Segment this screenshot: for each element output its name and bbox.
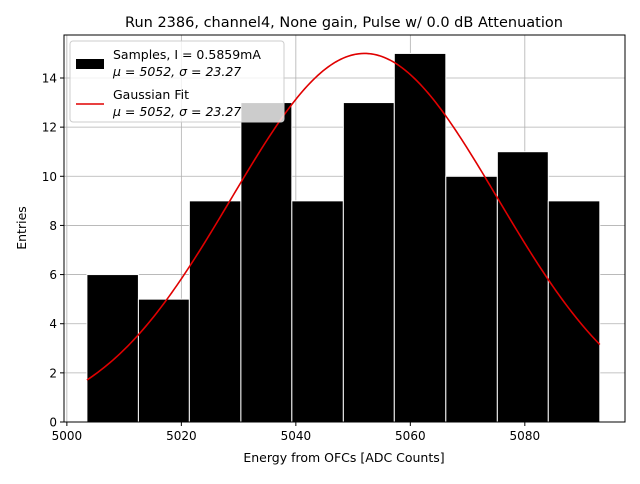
legend-fit-label: Gaussian Fit (113, 87, 189, 102)
legend: Samples, I = 0.5859mA μ = 5052, σ = 23.2… (69, 40, 285, 123)
histogram-bar (342, 102, 395, 423)
y-tick-label: 12 (42, 121, 57, 135)
legend-samples-swatch (76, 59, 104, 69)
y-axis-label: Entries (14, 206, 29, 250)
histogram-bar (445, 175, 498, 423)
histogram-bars (86, 52, 601, 423)
x-tick-label: 5000 (52, 429, 83, 443)
histogram-bar (86, 274, 139, 423)
y-tick-label: 14 (42, 72, 57, 86)
histogram-bar (240, 102, 293, 423)
histogram-bar (547, 200, 601, 423)
y-tick-label: 2 (49, 366, 57, 380)
plot-frame (63, 34, 626, 423)
histogram-bar (291, 200, 344, 423)
histogram-bar (393, 52, 447, 423)
histogram-bar (188, 200, 242, 423)
legend-fit-stats: μ = 5052, σ = 23.27 (112, 104, 241, 119)
histogram-bar (496, 151, 549, 423)
histogram-bar (137, 298, 190, 423)
x-axis-label: Energy from OFCs [ADC Counts] (243, 450, 444, 465)
x-tick-label: 5020 (166, 429, 197, 443)
y-tick-label: 0 (49, 416, 57, 430)
x-tick-label: 5080 (510, 429, 541, 443)
y-axis-ticks: 0 2 4 6 8 10 12 14 (42, 72, 64, 430)
y-tick-label: 6 (49, 268, 57, 282)
legend-samples-stats: μ = 5052, σ = 23.27 (112, 64, 241, 79)
gaussian-fit-curve (86, 52, 601, 381)
legend-box (69, 40, 285, 123)
x-tick-label: 5060 (395, 429, 426, 443)
y-tick-label: 4 (49, 317, 57, 331)
y-tick-label: 8 (49, 219, 57, 233)
x-axis-ticks: 5000 5020 5040 5060 5080 (52, 422, 541, 443)
legend-samples-label: Samples, I = 0.5859mA (113, 47, 261, 62)
chart-title: Run 2386, channel4, None gain, Pulse w/ … (125, 15, 563, 31)
y-tick-label: 10 (42, 170, 57, 184)
x-tick-label: 5040 (281, 429, 312, 443)
